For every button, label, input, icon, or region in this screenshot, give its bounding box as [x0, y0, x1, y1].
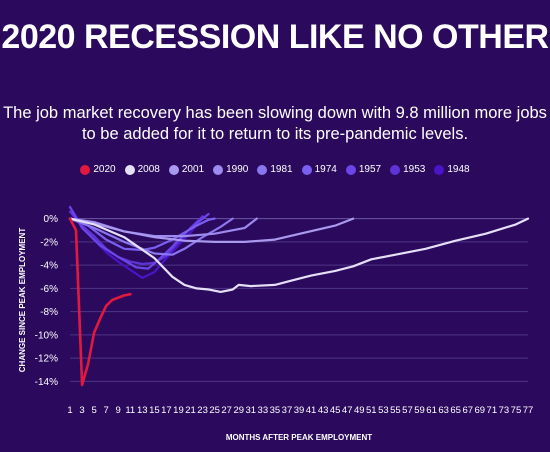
legend-label: 2001	[181, 164, 205, 175]
legend-item-1953: 1953	[390, 164, 425, 175]
series-line-1981	[68, 217, 234, 256]
y-tick-label: -4%	[40, 261, 58, 272]
legend-label: 1990	[226, 164, 249, 175]
legend-swatch	[345, 164, 356, 175]
legend-swatch	[301, 164, 312, 175]
x-tick-label: 77	[523, 405, 534, 416]
x-tick-label: 53	[378, 405, 389, 416]
legend-label: 1974	[314, 164, 337, 175]
x-tick-label: 11	[125, 405, 135, 416]
x-tick-label: 61	[426, 405, 437, 416]
y-tick-label: 0%	[44, 214, 59, 225]
x-tick-label: 17	[161, 405, 172, 416]
x-tick-label: 71	[487, 405, 498, 416]
chart-legend: 2020 2008 2001 1990 1981 1974 1957 1953 1948	[0, 164, 550, 175]
legend-item-1974: 1974	[301, 164, 337, 175]
y-tick-label: -12%	[35, 354, 58, 365]
series-line-2020	[68, 217, 132, 387]
legend-swatch	[213, 164, 224, 175]
x-tick-label: 67	[462, 405, 473, 416]
y-tick-label: -8%	[40, 307, 58, 318]
x-tick-label: 63	[438, 405, 449, 416]
legend-item-2001: 2001	[168, 164, 205, 175]
x-tick-label: 41	[306, 405, 317, 416]
series-line-1957	[68, 205, 210, 270]
series-line-1974	[68, 217, 216, 252]
legend-swatch	[257, 164, 268, 175]
x-tick-label: 19	[173, 405, 184, 416]
legend-item-1948: 1948	[434, 164, 470, 175]
legend-swatch	[124, 164, 135, 175]
legend-label: 1981	[270, 164, 293, 175]
x-tick-label: 75	[511, 405, 522, 416]
legend-item-1957: 1957	[345, 164, 382, 175]
x-tick-label: 51	[366, 405, 377, 416]
legend-swatch	[80, 164, 91, 175]
x-tick-label: 21	[185, 405, 196, 416]
x-tick-label: 9	[116, 405, 121, 416]
chart-title: 2020 RECESSION LIKE NO OTHER	[1, 18, 549, 56]
x-tick-label: 15	[149, 405, 160, 416]
x-tick-label: 1	[67, 405, 72, 416]
x-tick-label: 57	[402, 405, 413, 416]
x-tick-label: 35	[270, 405, 281, 416]
legend-swatch	[434, 164, 445, 175]
x-tick-label: 7	[104, 405, 109, 416]
legend-item-2008: 2008	[124, 164, 160, 175]
x-tick-label: 69	[475, 405, 486, 416]
chart-subtitle: The job market recovery has been slowing…	[3, 104, 547, 143]
x-tick-label: 23	[197, 405, 208, 416]
x-tick-label: 25	[209, 405, 220, 416]
x-tick-label: 47	[342, 405, 353, 416]
x-tick-label: 33	[258, 405, 269, 416]
legend-swatch	[168, 164, 179, 175]
x-tick-label: 13	[137, 405, 148, 416]
series-line-2001	[68, 217, 355, 243]
x-tick-label: 31	[246, 405, 257, 416]
x-tick-label: 49	[354, 405, 365, 416]
x-tick-label: 3	[79, 405, 84, 416]
legend-label: 1953	[403, 164, 426, 175]
x-tick-label: 29	[233, 405, 244, 416]
x-tick-label: 5	[91, 405, 96, 416]
y-tick-label: -6%	[40, 284, 58, 295]
x-tick-label: 27	[221, 405, 232, 416]
x-tick-label: 65	[450, 405, 461, 416]
y-tick-label: -10%	[35, 330, 58, 341]
y-tick-label: -14%	[35, 377, 58, 388]
legend-item-1981: 1981	[257, 164, 293, 175]
x-tick-label: 39	[294, 405, 305, 416]
x-axis-label: MONTHS AFTER PEAK EMPLOYMENT	[226, 433, 372, 442]
y-axis-label: CHANGE SINCE PEAK EMPLOYMENT	[18, 228, 27, 373]
x-tick-label: 45	[330, 405, 341, 416]
legend-label: 1948	[447, 164, 470, 175]
legend-item-2020: 2020	[80, 164, 116, 175]
legend-label: 1957	[358, 164, 382, 175]
legend-label: 2020	[93, 164, 116, 175]
legend-swatch	[390, 164, 401, 175]
series-line-1953	[68, 210, 204, 266]
x-tick-label: 37	[282, 405, 293, 416]
series-line-2008	[68, 217, 530, 293]
legend-label: 2008	[137, 164, 160, 175]
y-tick-label: -2%	[40, 237, 58, 248]
x-tick-label: 55	[390, 405, 401, 416]
legend-item-1990: 1990	[213, 164, 248, 175]
x-tick-label: 73	[499, 405, 510, 416]
x-tick-label: 43	[318, 405, 329, 416]
x-tick-label: 59	[414, 405, 425, 416]
